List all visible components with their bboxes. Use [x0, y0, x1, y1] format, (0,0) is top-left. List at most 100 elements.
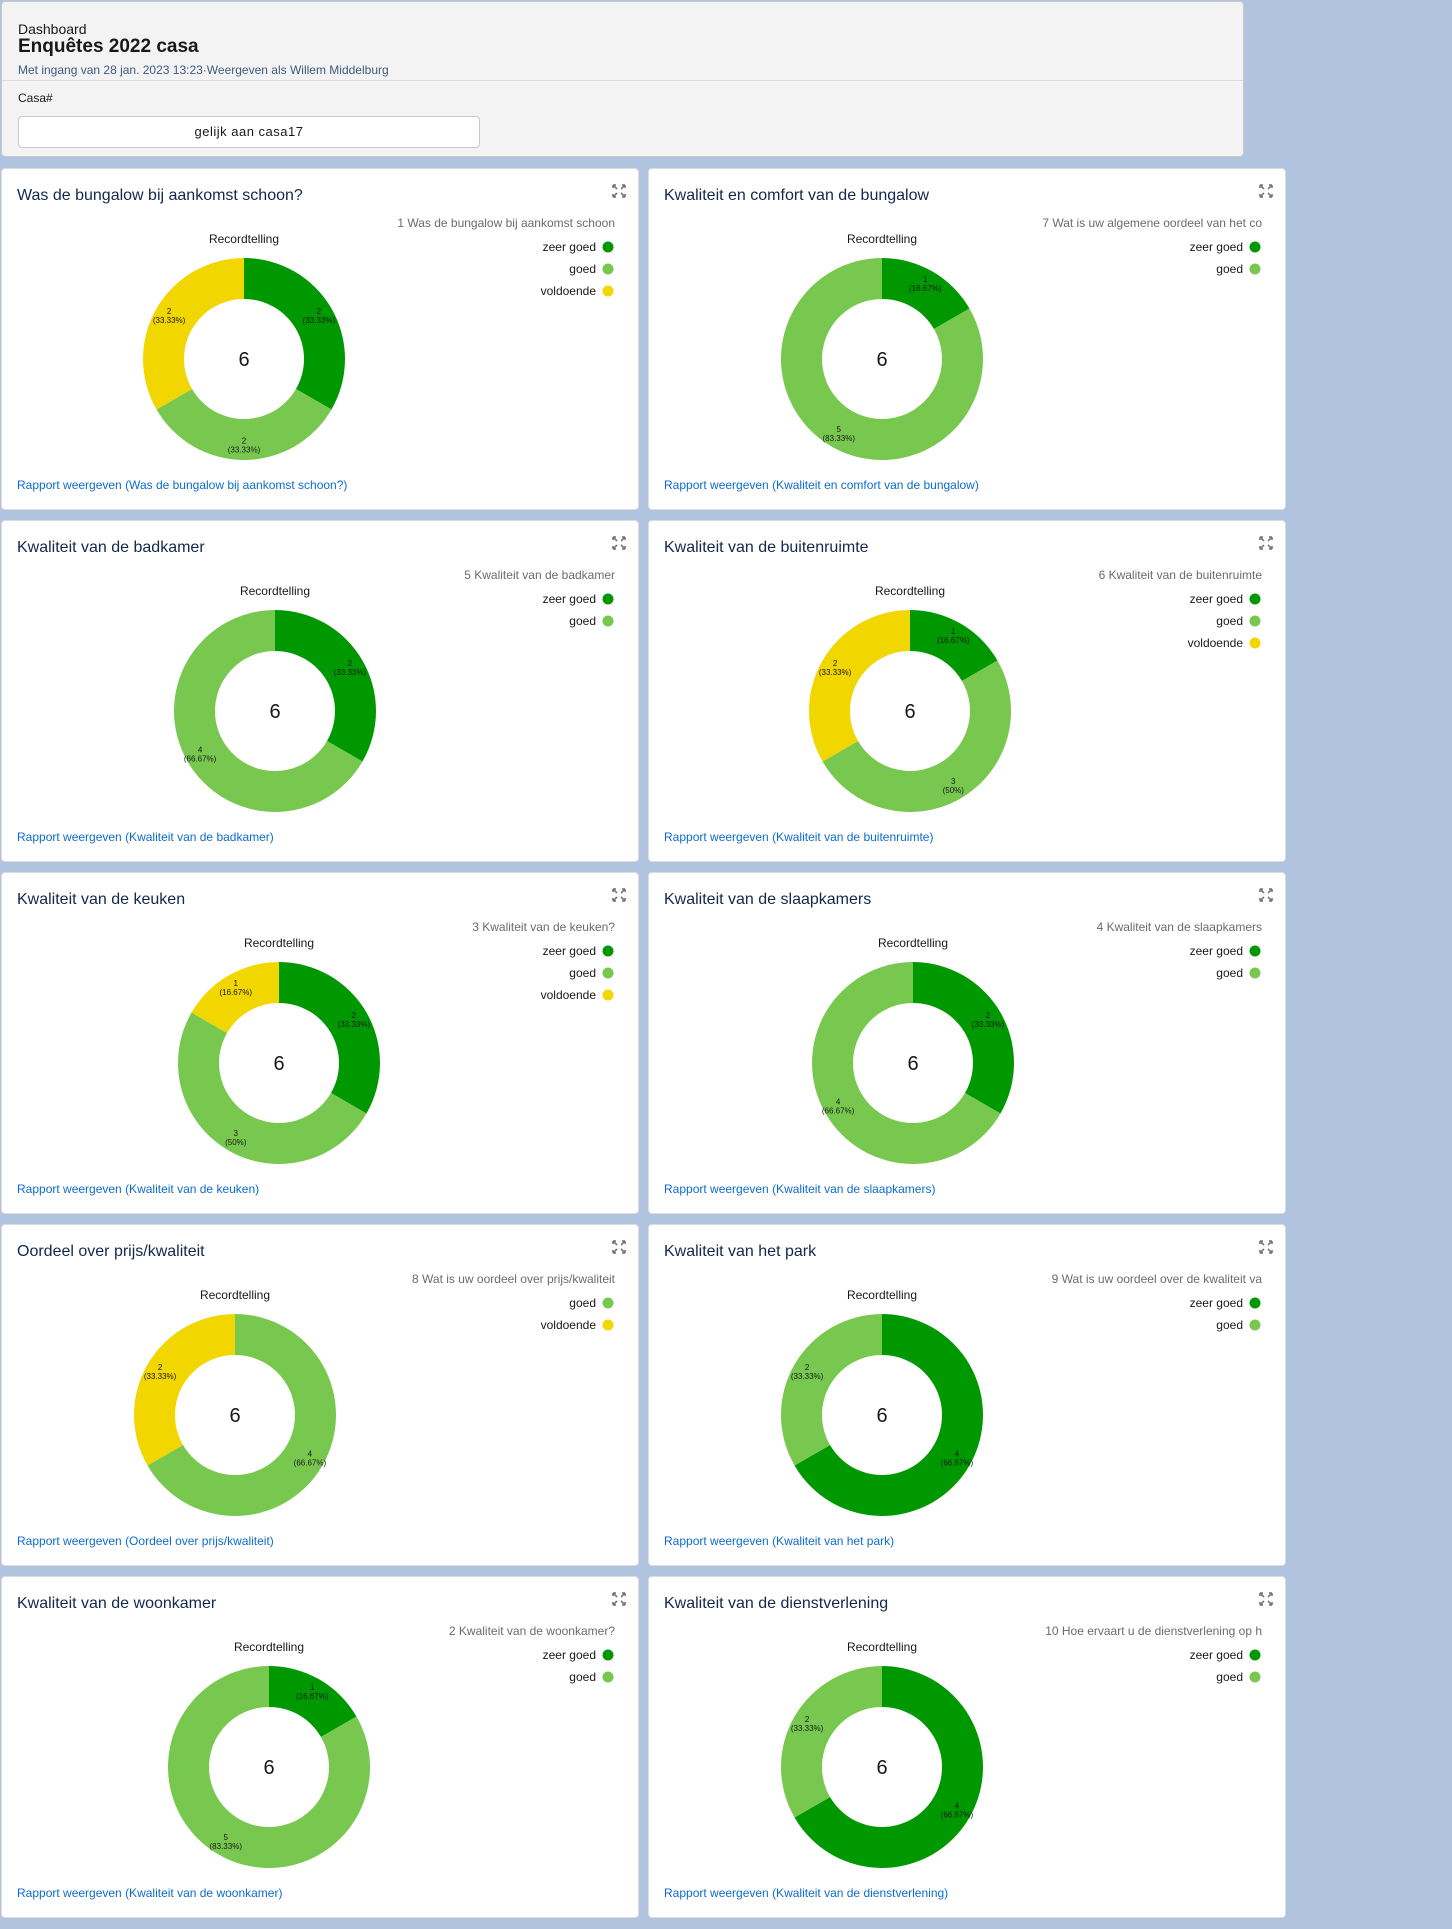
expand-icon[interactable] — [612, 888, 626, 902]
expand-icon[interactable] — [1259, 536, 1273, 550]
legend-entry[interactable]: goed — [569, 262, 596, 276]
legend-title: 9 Wat is uw oordeel over de kwaliteit va — [1052, 1272, 1263, 1286]
expand-icon[interactable] — [1259, 184, 1273, 198]
report-link[interactable]: Rapport weergeven (Was de bungalow bij a… — [17, 478, 348, 492]
slice-percent-label: (83.33%) — [210, 1842, 243, 1851]
donut-slice[interactable] — [781, 258, 983, 461]
donut-slice[interactable] — [913, 962, 1014, 1114]
donut-slice[interactable] — [794, 1666, 983, 1868]
chart-card: Kwaliteit van de woonkamer 2 Kwaliteit va… — [1, 1576, 639, 1918]
legend-entry[interactable]: zeer goed — [543, 240, 596, 254]
legend-swatch — [602, 1297, 614, 1309]
legend-entry[interactable]: voldoende — [541, 1318, 597, 1332]
legend-entry[interactable]: goed — [569, 614, 596, 628]
legend-entry[interactable]: voldoende — [1188, 636, 1244, 650]
legend-entry[interactable]: voldoende — [541, 284, 597, 298]
legend-entry[interactable]: zeer goed — [1190, 1648, 1243, 1662]
filter-casa-input[interactable]: gelijk aan casa17 — [18, 116, 480, 148]
donut-slice[interactable] — [191, 962, 279, 1033]
legend-entry[interactable]: zeer goed — [543, 944, 596, 958]
report-link[interactable]: Rapport weergeven (Kwaliteit van de woon… — [17, 1886, 283, 1900]
donut-slice[interactable] — [134, 1314, 235, 1466]
legend-swatch — [1249, 1319, 1261, 1331]
donut-slice[interactable] — [143, 258, 244, 410]
slice-value-label: 4 — [198, 745, 203, 754]
donut-slice[interactable] — [794, 1314, 983, 1516]
legend-entry[interactable]: goed — [569, 1670, 596, 1684]
donut-slice[interactable] — [167, 1666, 370, 1868]
dashboard-header: Dashboard Enquêtes 2022 casa Met ingang … — [1, 1, 1244, 157]
donut-slice[interactable] — [178, 1012, 367, 1165]
donut-slice[interactable] — [822, 660, 1011, 813]
chart-card: Oordeel over prijs/kwaliteit 8 Wat is uw … — [1, 1224, 639, 1566]
legend-entry[interactable]: goed — [1216, 966, 1243, 980]
card-title: Was de bungalow bij aankomst schoon? — [17, 187, 303, 204]
donut-slice[interactable] — [147, 1314, 336, 1516]
donut-slice[interactable] — [244, 258, 345, 410]
slice-percent-label: (50%) — [225, 1138, 247, 1147]
legend-title: 6 Kwaliteit van de buitenruimte — [1099, 568, 1263, 582]
legend-entry[interactable]: zeer goed — [1190, 240, 1243, 254]
legend-swatch — [602, 615, 614, 627]
legend-entry[interactable]: zeer goed — [1190, 1296, 1243, 1310]
report-link[interactable]: Rapport weergeven (Kwaliteit van de keuk… — [17, 1182, 260, 1196]
legend-swatch — [602, 989, 614, 1001]
donut-total: 6 — [876, 1405, 887, 1427]
donut-slice[interactable] — [809, 610, 910, 762]
expand-icon[interactable] — [612, 1240, 626, 1254]
expand-icon[interactable] — [1259, 1592, 1273, 1606]
report-link[interactable]: Rapport weergeven (Kwaliteit van de dien… — [664, 1886, 949, 1900]
expand-icon[interactable] — [1259, 1240, 1273, 1254]
legend-swatch — [1249, 1649, 1261, 1661]
legend-entry[interactable]: goed — [1216, 262, 1243, 276]
legend-entry[interactable]: goed — [569, 966, 596, 980]
report-link[interactable]: Rapport weergeven (Kwaliteit van de buit… — [664, 830, 934, 844]
chart-title: Recordtelling — [878, 936, 948, 950]
donut-slice[interactable] — [781, 1666, 882, 1818]
slice-percent-label: (33.33%) — [334, 668, 367, 677]
donut-slice[interactable] — [174, 610, 363, 812]
slice-percent-label: (16.67%) — [220, 988, 253, 997]
slice-value-label: 4 — [955, 1449, 960, 1458]
legend-entry[interactable]: zeer goed — [543, 592, 596, 606]
slice-percent-label: (66.67%) — [941, 1458, 974, 1467]
donut-slice[interactable] — [269, 1666, 357, 1737]
slice-value-label: 4 — [955, 1801, 960, 1810]
chart-card: Kwaliteit en comfort van de bungalow 7 Wa… — [648, 168, 1286, 510]
chart-card: Kwaliteit van de slaapkamers 4 Kwaliteit … — [648, 872, 1286, 1214]
report-link[interactable]: Rapport weergeven (Oordeel over prijs/kw… — [17, 1534, 274, 1548]
donut-slice[interactable] — [279, 962, 380, 1114]
donut-slice[interactable] — [882, 258, 970, 329]
legend-entry[interactable]: zeer goed — [1190, 944, 1243, 958]
expand-icon[interactable] — [612, 536, 626, 550]
legend-entry[interactable]: goed — [569, 1296, 596, 1310]
expand-icon[interactable] — [1259, 888, 1273, 902]
donut-slice[interactable] — [275, 610, 377, 762]
legend-title: 4 Kwaliteit van de slaapkamers — [1097, 920, 1262, 934]
report-link[interactable]: Rapport weergeven (Kwaliteit en comfort … — [664, 478, 979, 492]
slice-value-label: 2 — [805, 1715, 810, 1724]
expand-icon[interactable] — [612, 184, 626, 198]
report-link[interactable]: Rapport weergeven (Kwaliteit van het par… — [664, 1534, 895, 1548]
chart-title: Recordtelling — [875, 584, 945, 598]
donut-slice[interactable] — [910, 610, 998, 681]
legend-entry[interactable]: goed — [1216, 614, 1243, 628]
legend-entry[interactable]: zeer goed — [1190, 592, 1243, 606]
donut-slice[interactable] — [781, 1314, 882, 1466]
legend-entry[interactable]: goed — [1216, 1670, 1243, 1684]
report-link[interactable]: Rapport weergeven (Kwaliteit van de slaa… — [664, 1182, 936, 1196]
legend-entry[interactable]: goed — [1216, 1318, 1243, 1332]
legend-swatch — [602, 967, 614, 979]
slice-percent-label: (83.33%) — [823, 434, 856, 443]
donut-chart: 3 Kwaliteit van de keuken? zeer goed goed v… — [178, 920, 615, 1165]
donut-slice[interactable] — [156, 389, 332, 460]
card-title: Kwaliteit van het park — [664, 1243, 817, 1260]
legend-entry[interactable]: zeer goed — [543, 1648, 596, 1662]
donut-chart: 1 Was de bungalow bij aankomst schoon zee… — [143, 216, 615, 460]
report-link[interactable]: Rapport weergeven (Kwaliteit van de badk… — [17, 830, 274, 844]
expand-icon[interactable] — [612, 1592, 626, 1606]
legend-title: 2 Kwaliteit van de woonkamer? — [449, 1624, 615, 1638]
legend-entry[interactable]: voldoende — [541, 988, 597, 1002]
donut-slice[interactable] — [812, 962, 1001, 1164]
slice-percent-label: (33.33%) — [972, 1020, 1005, 1029]
